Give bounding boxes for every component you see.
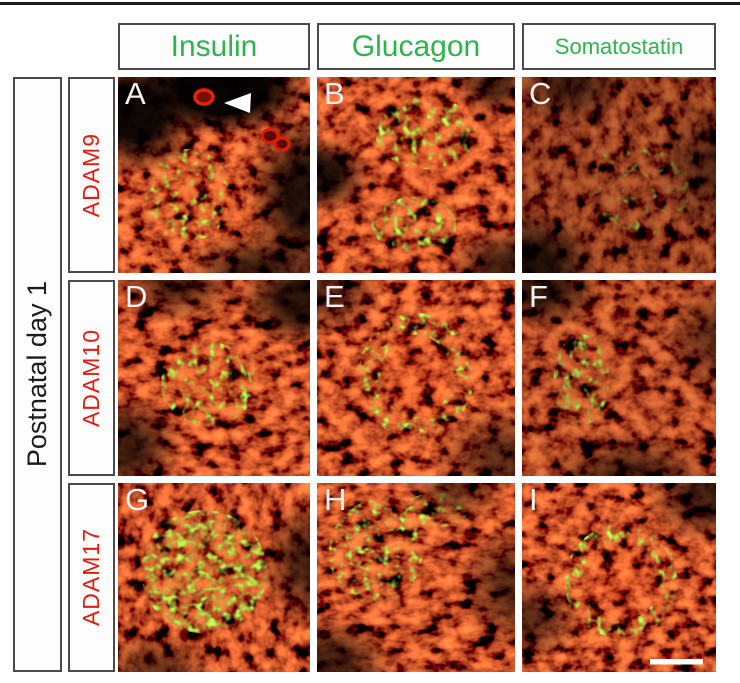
row-label-adam9: ADAM9: [68, 77, 115, 273]
tissue-shading: [522, 77, 716, 273]
row-label-adam10: ADAM10: [68, 280, 115, 476]
panel-letter: B: [324, 77, 345, 111]
micrograph-panel-f: F: [522, 280, 716, 476]
group-label: Postnatal day 1: [22, 281, 52, 468]
tissue-shading: [118, 280, 310, 476]
tissue-shading: [118, 483, 310, 672]
micrograph-panel-h: H: [317, 483, 515, 672]
panel-annotations: [650, 659, 703, 665]
micrograph-panel-i: I: [522, 483, 716, 672]
page-divider-rule: [0, 2, 740, 5]
micrograph-panel-e: E: [317, 280, 515, 476]
micrograph-panel-b: B: [317, 77, 515, 273]
column-header-label: Glucagon: [351, 29, 481, 63]
column-header-somatostatin: Somatostatin: [522, 23, 716, 70]
panel-letter: H: [324, 483, 347, 517]
panel-letter: E: [324, 280, 345, 314]
red-cell: [273, 136, 291, 152]
row-label-adam17: ADAM17: [68, 483, 115, 672]
panel-letter: G: [125, 483, 150, 517]
micrograph-panel-a: A: [118, 77, 310, 273]
panel-letter: A: [125, 77, 146, 111]
panel-letter: C: [529, 77, 552, 111]
tissue-shading: [522, 280, 716, 476]
micrograph-panel-d: D: [118, 280, 310, 476]
column-header-label: Insulin: [170, 29, 258, 63]
panel-letter: D: [125, 280, 148, 314]
tissue-shading: [317, 483, 515, 672]
row-label: ADAM17: [78, 528, 104, 627]
panel-letter: I: [529, 483, 538, 517]
micrograph-panel-g: G: [118, 483, 310, 672]
column-header-label: Somatostatin: [554, 33, 684, 59]
group-label-box: Postnatal day 1: [13, 77, 62, 672]
tissue-shading: [317, 280, 515, 476]
tissue-shading: [118, 77, 310, 273]
scale-bar: [650, 659, 703, 665]
tissue-shading: [317, 77, 515, 273]
isolated-red-cell: [193, 88, 215, 106]
column-header-glucagon: Glucagon: [317, 23, 515, 70]
red-cell: [260, 128, 280, 144]
tissue-shading: [522, 483, 716, 672]
row-label: ADAM9: [78, 132, 104, 218]
arrowhead-icon: [224, 93, 251, 113]
micrograph-panel-c: C: [522, 77, 716, 273]
panel-letter: F: [529, 280, 548, 314]
panel-annotations: [193, 88, 291, 152]
column-header-insulin: Insulin: [118, 23, 310, 70]
row-label: ADAM10: [78, 328, 104, 428]
